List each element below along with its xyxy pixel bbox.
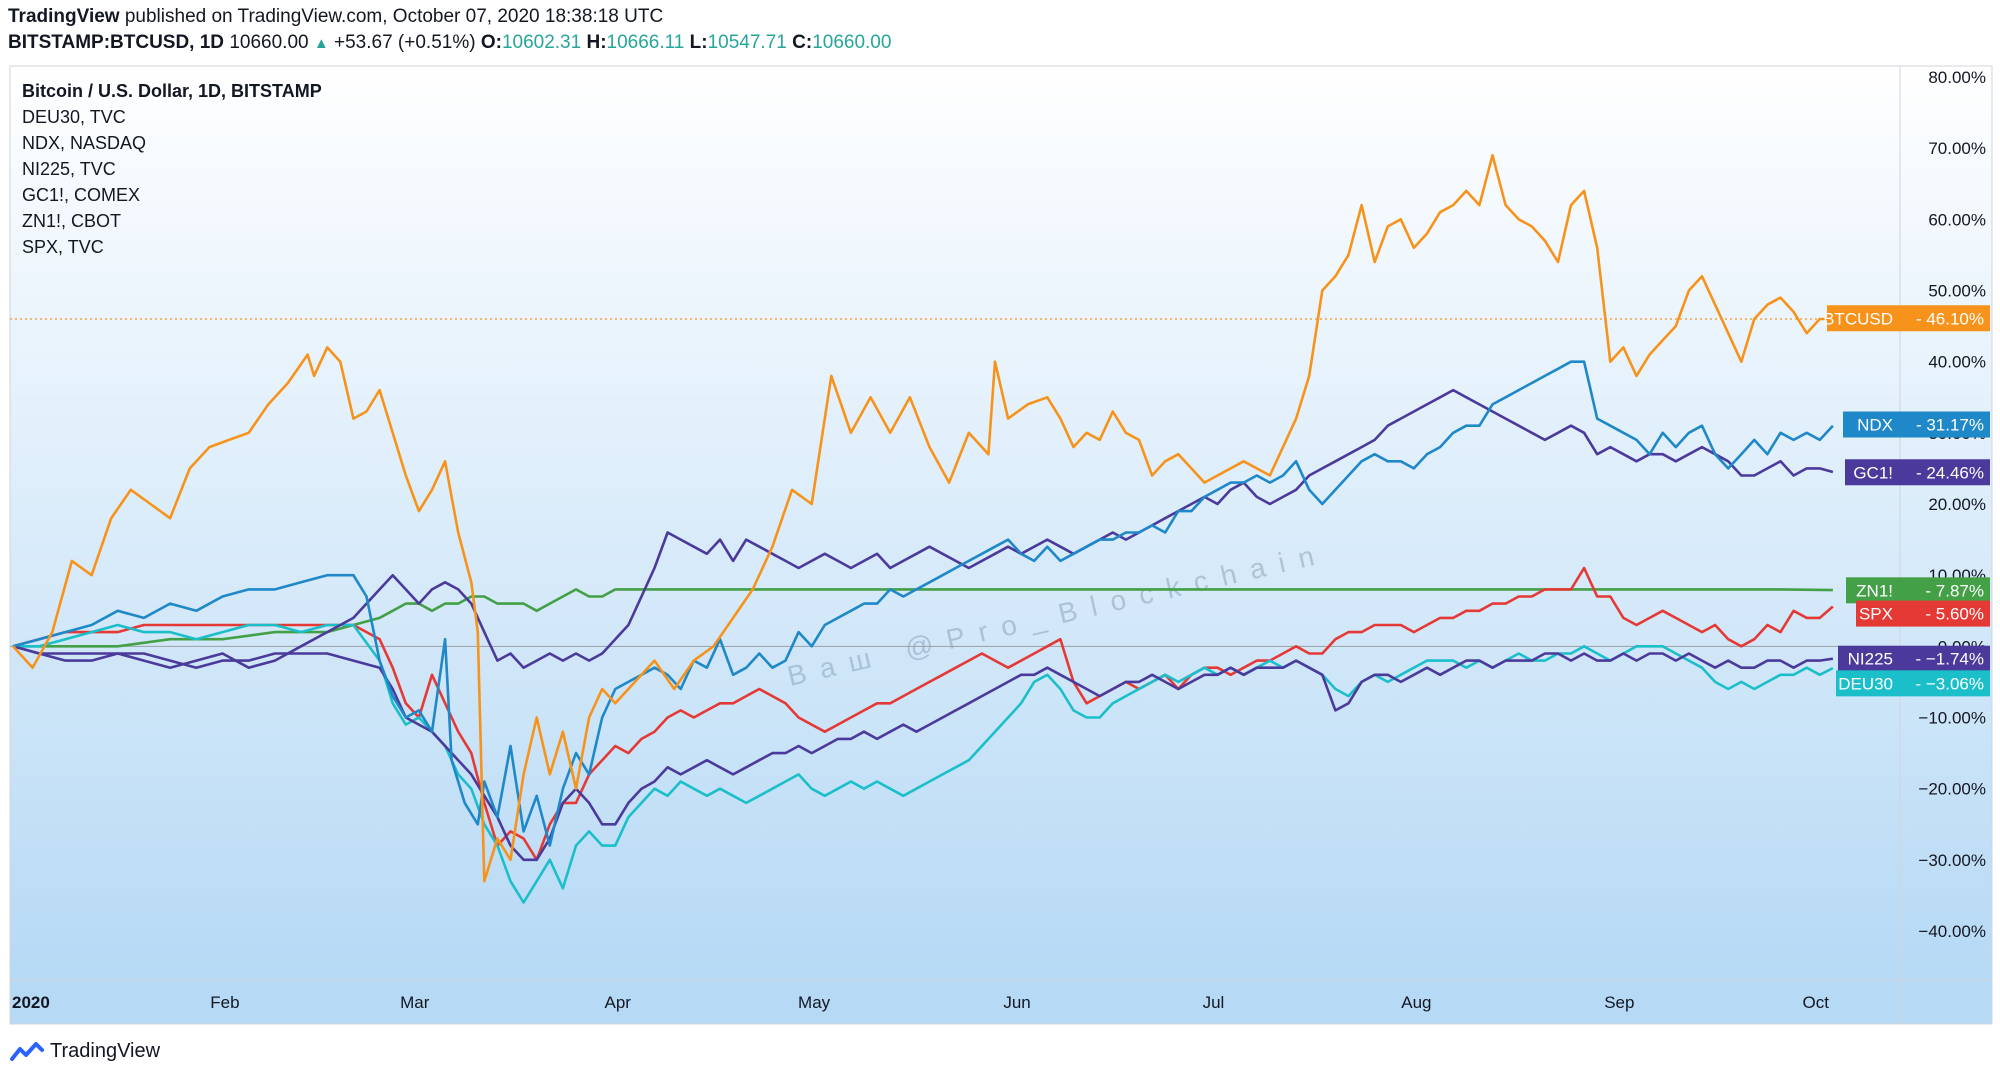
x-tick-label: Sep [1604, 993, 1634, 1012]
svg-text:- 7.87%: - 7.87% [1925, 581, 1984, 600]
svg-text:DEU30: DEU30 [1838, 674, 1893, 693]
y-tick-label: −10.00% [1918, 709, 1986, 728]
legend-entry: Bitcoin / U.S. Dollar, 1D, BITSTAMP [22, 81, 322, 101]
x-tick-label: Feb [210, 993, 239, 1012]
time-axis-background [10, 980, 1992, 1024]
legend-entry: DEU30, TVC [22, 107, 126, 127]
header-publish-line: TradingView published on TradingView.com… [8, 6, 663, 28]
footer-tradingview-logo[interactable]: TradingView [10, 1040, 160, 1063]
low-label: L: [689, 32, 708, 53]
header-quote-line: BITSTAMP:BTCUSD, 1D 10660.00 ▲ +53.67 (+… [8, 32, 891, 54]
high-value: 10666.11 [606, 32, 685, 53]
tag-gc1: GC1! - 24.46% [1845, 459, 1990, 486]
series-line-ni225 [12, 645, 1834, 862]
series-last-value-tags: BTCUSD - 46.10% NDX - 31.17% GC1! - 24.46% ZN1… [1823, 305, 1990, 697]
high-label: H: [586, 32, 607, 53]
y-tick-label: −20.00% [1918, 780, 1986, 799]
series-line-spx [12, 566, 1834, 862]
tag-btcusd: BTCUSD - 46.10% [1823, 305, 1990, 332]
y-tick-label: 50.00% [1928, 282, 1986, 301]
open-label: O: [480, 32, 502, 53]
x-tick-label: Jun [1003, 993, 1030, 1012]
header-published: published on TradingView.com, October 07… [124, 6, 664, 27]
tag-deu30: DEU30 - −3.06% [1836, 670, 1990, 697]
svg-text:SPX: SPX [1859, 605, 1893, 624]
symbol-label: BITSTAMP:BTCUSD, 1D [8, 32, 225, 53]
svg-text:- 31.17%: - 31.17% [1916, 416, 1984, 435]
x-tick-label: Mar [400, 993, 430, 1012]
tradingview-logo-icon [10, 1041, 44, 1061]
series-line-gc1 [12, 388, 1834, 670]
tag-spx: SPX - 5.60% [1856, 600, 1990, 627]
svg-text:GC1!: GC1! [1853, 463, 1893, 482]
x-axis: 2020 Feb Mar Apr May Jun Jul Aug Sep Oct [12, 993, 1829, 1012]
svg-text:BTCUSD: BTCUSD [1823, 309, 1893, 328]
x-tick-label: Apr [604, 993, 631, 1012]
price-change: +53.67 (+0.51%) [334, 32, 476, 53]
y-tick-label: −40.00% [1918, 922, 1986, 941]
legend-entry: NDX, NASDAQ [22, 133, 146, 153]
close-value: 10660.00 [812, 32, 892, 53]
y-tick-label: 70.00% [1928, 139, 1986, 158]
chart[interactable]: 80.00%70.00%60.00%50.00%40.00%30.00%20.0… [0, 0, 2000, 1040]
x-tick-label: Jul [1203, 993, 1225, 1012]
tag-zn1: ZN1! - 7.87% [1846, 577, 1990, 604]
legend-entry: SPX, TVC [22, 237, 104, 257]
legend-entry: ZN1!, CBOT [22, 211, 121, 231]
y-axis: 80.00%70.00%60.00%50.00%40.00%30.00%20.0… [1918, 68, 1986, 941]
x-tick-label: May [798, 993, 831, 1012]
svg-text:ZN1!: ZN1! [1856, 581, 1893, 600]
y-tick-label: 20.00% [1928, 495, 1986, 514]
header-brand: TradingView [8, 6, 120, 27]
footer-logo-text: TradingView [50, 1040, 161, 1062]
svg-text:- −3.06%: - −3.06% [1915, 674, 1984, 693]
chart-frame [9, 65, 1993, 1025]
y-tick-label: 60.00% [1928, 210, 1986, 229]
x-tick-label: Aug [1401, 993, 1431, 1012]
plot-background [10, 66, 1910, 980]
legend-entry: GC1!, COMEX [22, 185, 140, 205]
svg-text:- 46.10%: - 46.10% [1916, 309, 1984, 328]
series-line-zn1 [13, 588, 1833, 648]
tag-ni225: NI225 - −1.74% [1838, 645, 1990, 672]
svg-text:- −1.74%: - −1.74% [1915, 650, 1984, 669]
x-tick-label: Oct [1802, 993, 1829, 1012]
x-tick-label: 2020 [12, 993, 50, 1012]
legend: Bitcoin / U.S. Dollar, 1D, BITSTAMP DEU30… [22, 81, 322, 257]
series-line-ndx [12, 360, 1834, 847]
last-price: 10660.00 [229, 32, 309, 53]
tag-ndx: NDX - 31.17% [1843, 411, 1990, 438]
series-line-btcusd [12, 154, 1833, 883]
price-axis-background [1900, 66, 1992, 980]
y-tick-label: −30.00% [1918, 851, 1986, 870]
up-arrow-icon: ▲ [313, 35, 329, 52]
open-value: 10602.31 [501, 32, 582, 53]
svg-text:- 5.60%: - 5.60% [1925, 605, 1984, 624]
y-tick-label: 80.00% [1928, 68, 1986, 87]
legend-entry: NI225, TVC [22, 159, 116, 179]
low-value: 10547.71 [707, 32, 787, 53]
svg-text:- 24.46%: - 24.46% [1916, 463, 1984, 482]
y-tick-label: 40.00% [1928, 353, 1986, 372]
series-lines [12, 154, 1834, 904]
svg-text:NI225: NI225 [1848, 650, 1893, 669]
close-label: C: [792, 32, 813, 53]
svg-text:NDX: NDX [1857, 416, 1893, 435]
